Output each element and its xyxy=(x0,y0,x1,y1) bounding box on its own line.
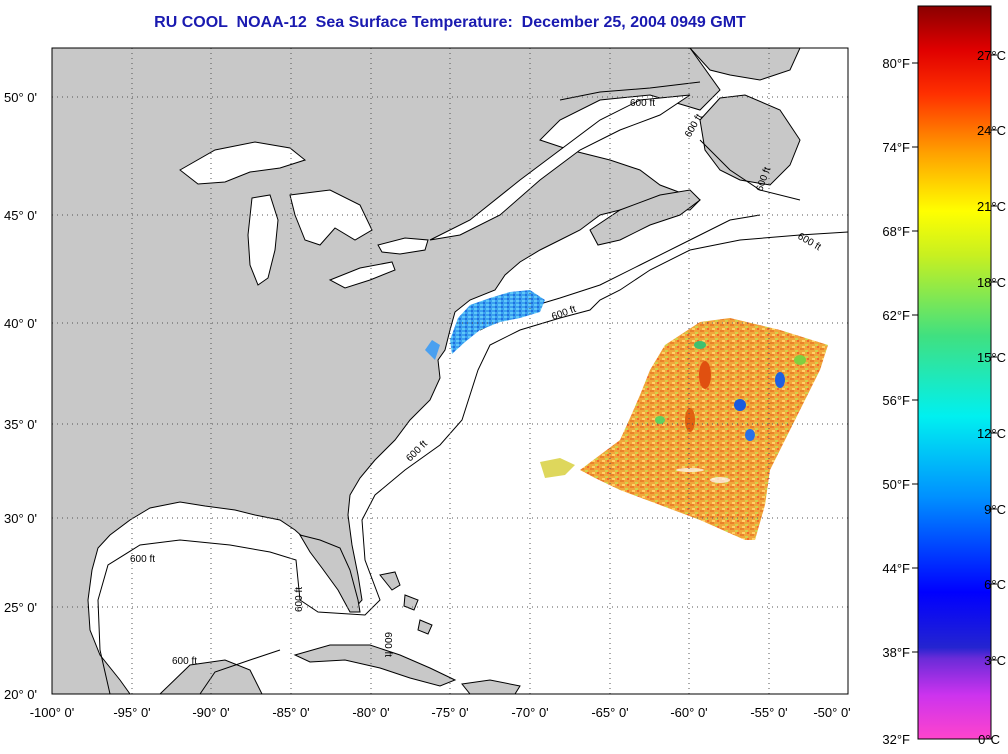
lat-tick-label: 20° 0' xyxy=(4,687,37,702)
lon-tick-label: -85° 0' xyxy=(272,705,309,720)
sst-swath-main xyxy=(580,318,828,540)
colorbar-c-label: 15°C xyxy=(977,350,1006,365)
land-labrador xyxy=(689,48,801,81)
lat-tick-label: 25° 0' xyxy=(4,600,37,615)
lake-erie xyxy=(328,261,396,289)
lake-michigan xyxy=(247,194,279,286)
colorbar-f-label: 74°F xyxy=(882,140,910,155)
lat-tick-label: 40° 0' xyxy=(4,316,37,331)
sst-cool-spots xyxy=(655,341,806,483)
colorbar-f-label: 62°F xyxy=(882,308,910,323)
colorbar-c-label: 18°C xyxy=(977,275,1006,290)
colorbar-f-label: 38°F xyxy=(882,645,910,660)
isobath-label: 600 ft xyxy=(172,656,197,667)
colorbar-f-label: 68°F xyxy=(882,224,910,239)
sst-patch-scatter xyxy=(540,458,575,478)
lon-tick-label: -60° 0' xyxy=(670,705,707,720)
map-title: RU COOL NOAA-12 Sea Surface Temperature:… xyxy=(154,14,746,31)
colorbar-gradient xyxy=(917,5,992,740)
colorbar-f-label: 80°F xyxy=(882,56,910,71)
land-bahamas xyxy=(379,571,433,635)
colorbar-c-label: 12°C xyxy=(977,426,1006,441)
colorbar-c-label: 21°C xyxy=(977,199,1006,214)
colorbar: 80°F 74°F 68°F 62°F 56°F 50°F 44°F 38°F … xyxy=(882,5,1006,747)
colorbar-f-label: 32°F xyxy=(882,732,910,747)
lat-tick-labels: 50° 0' 45° 0' 40° 0' 35° 0' 30° 0' 25° 0… xyxy=(4,90,37,702)
land-hispaniola xyxy=(461,679,521,694)
lat-tick-label: 30° 0' xyxy=(4,511,37,526)
isobath-label: 600 ft xyxy=(630,98,655,109)
colorbar-c-label: 24°C xyxy=(977,123,1006,138)
lon-tick-label: -75° 0' xyxy=(431,705,468,720)
land-north-america xyxy=(52,48,721,694)
land-florida xyxy=(298,534,361,613)
colorbar-f-label: 44°F xyxy=(882,561,910,576)
lon-tick-label: -90° 0' xyxy=(192,705,229,720)
land-maritimes xyxy=(589,189,701,246)
colorbar-c-label: 0°C xyxy=(978,732,1000,747)
isobath-label: 600 ft xyxy=(382,632,393,657)
colorbar-c-label: 6°C xyxy=(984,577,1006,592)
lon-tick-label: -55° 0' xyxy=(750,705,787,720)
colorbar-c-label: 3°C xyxy=(984,653,1006,668)
lon-tick-label: -70° 0' xyxy=(511,705,548,720)
lake-huron xyxy=(289,189,373,246)
lon-tick-label: -50° 0' xyxy=(813,705,850,720)
colorbar-f-label: 50°F xyxy=(882,477,910,492)
map-frame xyxy=(51,47,849,695)
colorbar-c-label: 9°C xyxy=(984,502,1006,517)
lake-ontario xyxy=(377,237,429,255)
lon-tick-label: -65° 0' xyxy=(591,705,628,720)
lon-tick-label: -95° 0' xyxy=(113,705,150,720)
map-area: 600 ft 600 ft 600 ft 600 ft 600 ft 600 f… xyxy=(52,48,848,694)
isobath-label: 600 ft xyxy=(294,587,305,612)
lat-tick-label: 35° 0' xyxy=(4,417,37,432)
lon-tick-labels: -100° 0' -95° 0' -90° 0' -85° 0' -80° 0'… xyxy=(30,705,851,720)
land-cuba xyxy=(293,644,457,687)
lat-tick-label: 50° 0' xyxy=(4,90,37,105)
land-newfoundland xyxy=(699,94,801,186)
lon-tick-label: -80° 0' xyxy=(352,705,389,720)
lat-tick-label: 45° 0' xyxy=(4,208,37,223)
lon-tick-label: -100° 0' xyxy=(30,705,75,720)
colorbar-f-label: 56°F xyxy=(882,393,910,408)
sst-patch-nybight xyxy=(450,290,545,354)
sst-patch-delaware xyxy=(425,340,440,360)
st-lawrence xyxy=(429,94,691,241)
colorbar-c-label: 27°C xyxy=(977,48,1006,63)
isobath-label: 600 ft xyxy=(130,554,155,565)
